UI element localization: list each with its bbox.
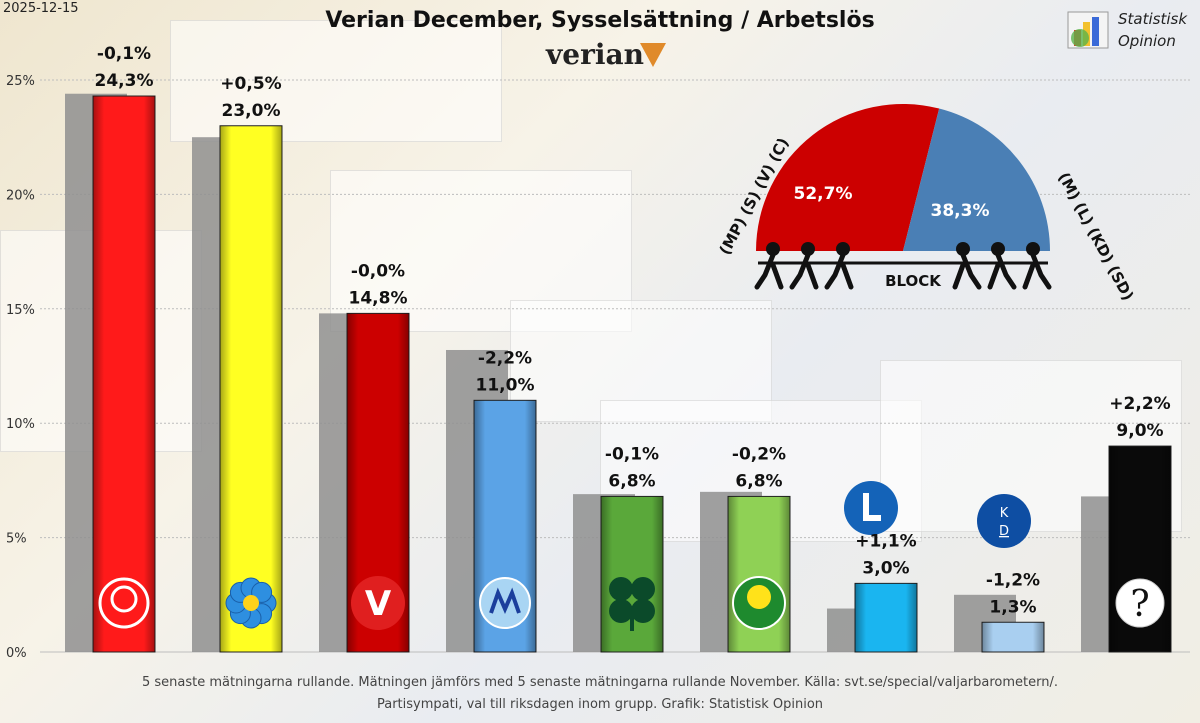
block-right-value: 38,3%: [931, 201, 990, 221]
bar-shade: [855, 583, 917, 652]
logo-line2: Opinion: [1118, 32, 1176, 50]
chart-date: 2025-12-15: [3, 1, 79, 16]
logo-line1: Statistisk: [1118, 10, 1188, 28]
flower-center: [243, 595, 259, 611]
rose-icon: [98, 577, 150, 629]
value-label: 14,8%: [349, 288, 408, 308]
clover-icon: [609, 577, 655, 631]
l-letter: [863, 493, 881, 521]
value-label: 6,8%: [735, 471, 782, 491]
y-tick-label: 0%: [6, 646, 27, 661]
footer-credit: Partisympati, val till riksdagen inom gr…: [376, 697, 824, 712]
change-label: -0,1%: [605, 444, 659, 464]
l-icon: [844, 481, 898, 535]
rose-shape: [98, 577, 150, 629]
kd-badge: [977, 494, 1031, 548]
block-right-group: (M) (L) (KD) (SD): [1054, 169, 1137, 303]
verian-logo-mark-icon: [640, 43, 666, 67]
question-badge: [1115, 578, 1165, 628]
value-label: 6,8%: [608, 471, 655, 491]
value-label: 11,0%: [476, 375, 535, 395]
y-tick-label: 20%: [6, 188, 35, 203]
chart-title: Verian December, Sysselsättning / Arbets…: [325, 8, 875, 33]
kd-letter-k: K: [1000, 506, 1009, 521]
flower-icon: [225, 577, 277, 629]
change-label: -2,2%: [478, 348, 532, 368]
change-label: +0,5%: [220, 74, 281, 94]
clover-leaf: [631, 577, 655, 601]
block-left-value: 52,7%: [794, 184, 853, 204]
rose-petal: [110, 585, 138, 613]
verian-logo-text: verian: [546, 38, 644, 71]
block-slice-right: [903, 108, 1050, 251]
question-icon: ?: [1115, 578, 1165, 628]
question-mark: ?: [1130, 584, 1149, 625]
figure-head: [1026, 242, 1040, 256]
figure-head: [836, 242, 850, 256]
figure-head: [956, 242, 970, 256]
clover-leaf: [609, 599, 633, 623]
dandelion-icon: [732, 576, 786, 630]
footer-source: 5 senaste mätningarna rullande. Mätninge…: [141, 675, 1059, 690]
bar-shade: [93, 96, 155, 653]
figure-head: [801, 242, 815, 256]
bar-shade: [982, 622, 1044, 652]
figure-body: [952, 252, 982, 290]
change-label: +1,1%: [855, 531, 916, 551]
figure-body: [1022, 252, 1052, 290]
v-icon: V: [351, 576, 405, 630]
value-label: 9,0%: [1116, 421, 1163, 441]
kd-icon: KD: [977, 494, 1031, 548]
value-label: 24,3%: [95, 71, 154, 91]
y-tick-label: 5%: [6, 532, 27, 547]
kd-letter-d: D: [999, 524, 1009, 539]
clover-leaf: [609, 577, 633, 601]
m-badge: [479, 577, 531, 629]
clover-leaf: [631, 599, 655, 623]
m-letter: [489, 587, 521, 614]
value-label: 3,0%: [862, 558, 909, 578]
l-badge: [844, 481, 898, 535]
change-label: -1,2%: [986, 570, 1040, 590]
y-tick-label: 25%: [6, 74, 35, 89]
block-pie-chart: 52,7%38,3%BLOCK(MP) (S) (V) (C) (M) (L) (…: [716, 104, 1137, 304]
figure-head: [766, 242, 780, 256]
v-letter: V: [365, 584, 392, 624]
statistisk-opinion-logo-icon: [1064, 8, 1112, 52]
figure-body: [824, 252, 854, 290]
block-center-label: BLOCK: [885, 272, 942, 290]
figure-body: [754, 252, 784, 290]
v-badge: [351, 576, 405, 630]
y-tick-label: 10%: [6, 417, 35, 432]
change-label: +2,2%: [1109, 394, 1170, 414]
tug-of-war-icon: [754, 242, 1052, 290]
value-label: 1,3%: [989, 597, 1036, 617]
change-label: -0,2%: [732, 444, 786, 464]
value-label: 23,0%: [222, 101, 281, 121]
figure-body: [789, 252, 819, 290]
change-label: -0,1%: [97, 44, 151, 64]
background-ballot: [170, 20, 502, 142]
statistisk-opinion-text: Statistisk Opinion: [1118, 8, 1187, 52]
dandelion-flower: [747, 585, 771, 609]
m-icon: [479, 577, 531, 629]
change-label: -0,0%: [351, 261, 405, 281]
chart-footer: 5 senaste mätningarna rullande. Mätninge…: [0, 672, 1200, 716]
figure-head: [991, 242, 1005, 256]
clover-stem: [630, 611, 634, 631]
block-slice-left: [756, 104, 940, 251]
bar-shade: [220, 125, 282, 652]
y-tick-label: 15%: [6, 303, 35, 318]
figure-body: [987, 252, 1017, 290]
